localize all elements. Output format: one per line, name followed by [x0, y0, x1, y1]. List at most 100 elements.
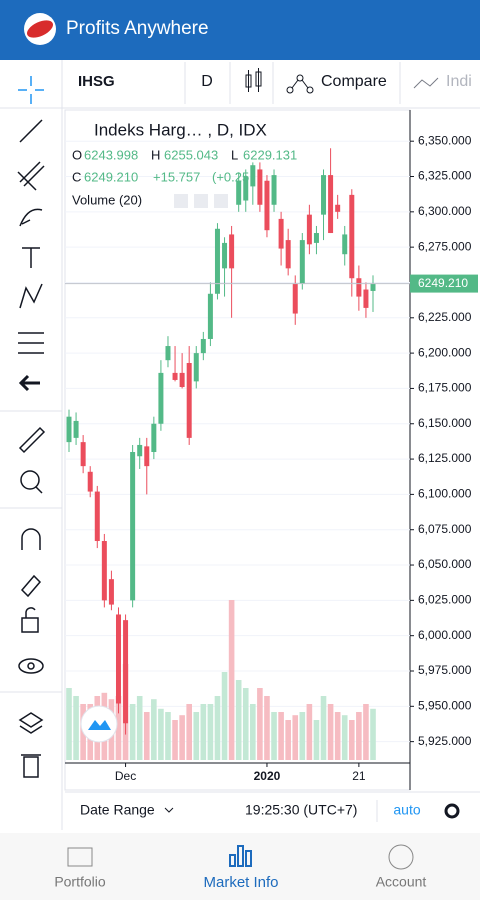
volume-bar — [235, 680, 242, 760]
legend-change: +15.757 — [153, 169, 200, 184]
x-tick-label: 2020 — [254, 769, 281, 783]
volume-bar — [228, 600, 235, 760]
volume-bar — [66, 688, 72, 760]
y-tick-label: 6,325.000 — [418, 169, 472, 183]
candle-body — [73, 420, 79, 438]
volume-bar — [73, 696, 79, 760]
nav-item[interactable]: Market Info — [203, 874, 278, 891]
legend-button[interactable] — [174, 194, 188, 208]
series-name: Indeks Harg… , D, IDX — [94, 120, 267, 139]
candle-body — [193, 353, 199, 382]
volume-bar — [172, 720, 178, 760]
volume-bar — [327, 704, 334, 760]
x-tick-label: 21 — [352, 769, 366, 783]
candle-body — [243, 176, 249, 201]
candle-body — [342, 234, 348, 255]
y-tick-label: 6,000.000 — [418, 628, 472, 642]
volume-bar — [264, 696, 270, 760]
volume-bar — [250, 704, 256, 760]
candle-body — [299, 240, 305, 284]
candle-body — [292, 283, 298, 314]
y-tick-label: 6,175.000 — [418, 381, 472, 395]
legend-label: C — [72, 169, 81, 184]
indicators[interactable]: Indi — [446, 73, 472, 90]
app-bar — [0, 0, 480, 60]
candle-body — [363, 289, 369, 308]
candle-body — [356, 278, 362, 297]
compare-icon[interactable] — [286, 74, 314, 94]
candle-body — [80, 442, 86, 467]
candle-body — [321, 175, 327, 215]
compare[interactable]: Compare — [321, 73, 387, 90]
candle-body — [306, 214, 312, 245]
volume-bar — [179, 715, 185, 760]
volume-bar — [306, 704, 313, 760]
volume-bar — [242, 688, 249, 760]
drawing-tools — [17, 76, 46, 778]
date-range[interactable]: Date Range — [80, 802, 155, 818]
legend-button[interactable] — [214, 194, 228, 208]
legend-value: 6243.998 — [84, 147, 138, 162]
volume-bar — [292, 715, 299, 760]
volume-bar — [313, 720, 320, 760]
app-title: Profits Anywhere — [66, 18, 209, 39]
volume-bar — [186, 704, 192, 760]
candle-body — [236, 180, 242, 205]
volume-bar — [356, 712, 362, 760]
plot: 6,350.0006,325.0006,300.0006,275.0006,25… — [65, 133, 478, 783]
volume-label: Volume (20) — [72, 192, 142, 207]
candle-body — [264, 180, 270, 231]
toolbar — [0, 60, 480, 108]
candle-body — [108, 579, 114, 605]
candle-body — [257, 169, 263, 205]
settings[interactable] — [444, 803, 460, 819]
volume-bar — [143, 712, 150, 760]
candle-body — [165, 346, 171, 361]
candle-body — [200, 338, 206, 354]
y-tick-label: 6,125.000 — [418, 451, 472, 465]
y-tick-label: 6,150.000 — [418, 416, 472, 430]
y-tick-label: 6,275.000 — [418, 239, 472, 253]
candle-body — [207, 293, 213, 339]
logo-button-icon — [88, 720, 111, 730]
last-price-tag — [410, 274, 478, 293]
legend-label: L — [231, 147, 238, 162]
volume-bar — [370, 708, 376, 760]
y-tick-label: 6,300.000 — [418, 204, 472, 218]
legend-button[interactable] — [194, 194, 208, 208]
candle-body — [123, 620, 129, 724]
candle-body — [137, 444, 143, 457]
candle-icon[interactable] — [245, 68, 262, 92]
y-tick-label: 6,225.000 — [418, 310, 472, 324]
legend-label: H — [151, 147, 160, 162]
volume-bar — [334, 712, 341, 760]
logo-button[interactable] — [80, 705, 118, 743]
clock: 19:25:30 (UTC+7) — [245, 802, 357, 818]
candle-body — [328, 175, 334, 234]
volume-bar — [207, 704, 214, 760]
logo-mark — [26, 20, 54, 38]
volume-bar — [320, 696, 327, 760]
nav-item[interactable]: Portfolio — [54, 874, 106, 890]
candle-body — [335, 204, 341, 212]
candle-body — [101, 541, 107, 601]
candle-body — [179, 372, 185, 388]
volume-bar — [129, 704, 136, 760]
chevron — [164, 807, 174, 813]
auto-scale[interactable]: auto — [393, 802, 420, 818]
volume-bar — [278, 712, 284, 760]
volume-bar — [271, 712, 277, 760]
market-icon[interactable] — [229, 845, 252, 867]
indicator-icon[interactable] — [413, 77, 439, 89]
portfolio-icon[interactable] — [67, 847, 93, 867]
candle-body — [144, 446, 150, 467]
interval[interactable]: D — [201, 73, 213, 90]
nav-item[interactable]: Account — [376, 874, 427, 890]
x-tick-label: Dec — [115, 769, 136, 783]
volume-bar — [349, 720, 355, 760]
account-icon[interactable] — [388, 844, 414, 870]
volume-bar — [200, 704, 207, 760]
symbol[interactable]: IHSG — [78, 73, 115, 90]
volume-bar — [158, 708, 164, 760]
